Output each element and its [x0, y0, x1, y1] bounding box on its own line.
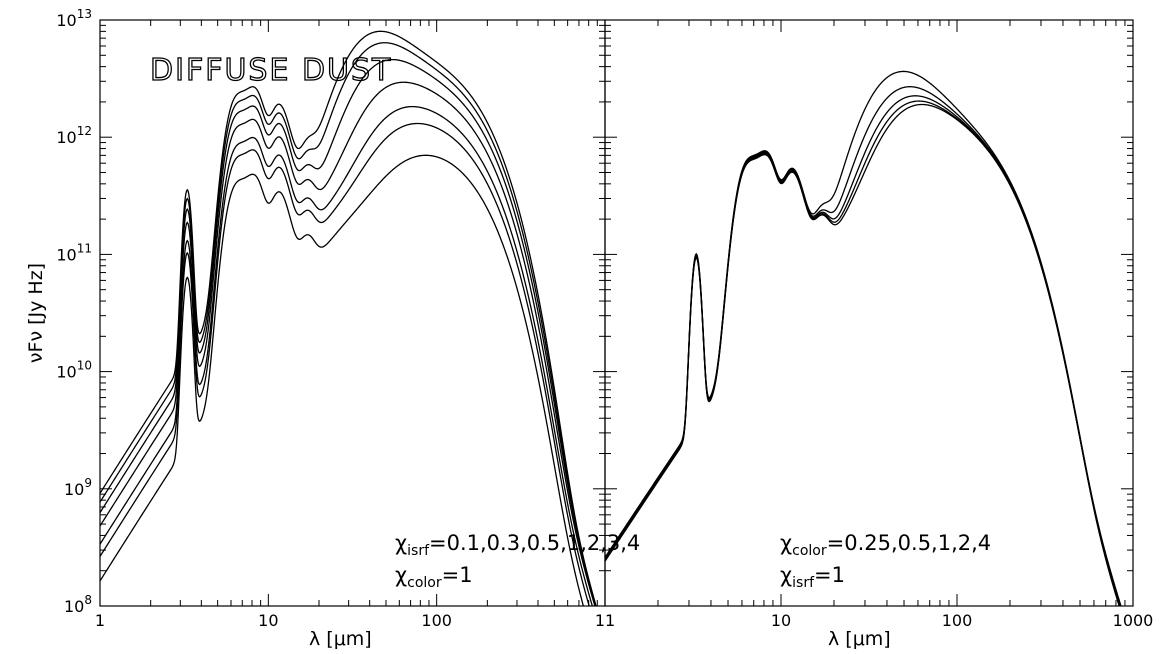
left-y-tick-labels: 108 109 1010 1011 1012 1013 — [56, 7, 92, 616]
left-y-axis-title: νFν [Jy Hz] — [25, 263, 47, 363]
spectrum-curve — [100, 30, 597, 606]
left-annotation-2: χcolor=1 — [395, 563, 473, 591]
spectrum-curve — [605, 103, 1122, 606]
spectrum-curve — [605, 95, 1121, 606]
y-tick-label: 1010 — [56, 359, 92, 382]
right-x-tick-labels: 1 10 100 1000 — [605, 611, 1153, 630]
left-panel-title: DIFFUSE DUST — [150, 53, 392, 88]
spectrum-curve — [100, 42, 597, 606]
x-tick-label: 1 — [605, 611, 615, 630]
left-panel: 108 109 1010 1011 1012 1013 1 10 100 1 DIFFUSE D… — [25, 7, 640, 650]
y-tick-label: 108 — [64, 593, 92, 616]
x-tick-label: 10 — [258, 611, 278, 630]
x-tick-label: 1 — [95, 611, 105, 630]
right-curves — [605, 70, 1122, 606]
spectrum-curve — [100, 122, 590, 606]
x-tick-label: 1000 — [1113, 611, 1154, 630]
x-tick-label: 1 — [595, 611, 605, 630]
spectrum-curve — [100, 105, 593, 606]
spectrum-curve — [605, 86, 1120, 606]
left-x-axis-title: λ [μm] — [309, 628, 372, 650]
left-ticks — [99, 19, 606, 607]
x-tick-label: 100 — [942, 611, 973, 630]
spectrum-curve — [100, 154, 585, 606]
spectrum-curve — [605, 70, 1121, 606]
y-tick-label: 109 — [64, 476, 92, 499]
spectrum-curve — [605, 100, 1121, 606]
y-tick-label: 1011 — [56, 241, 92, 264]
left-x-tick-labels: 1 10 100 1 — [95, 611, 605, 630]
spectrum-curve — [100, 81, 596, 606]
right-annotation-2: χisrf=1 — [780, 563, 845, 591]
right-plot-frame — [604, 19, 1134, 607]
x-tick-label: 100 — [421, 611, 452, 630]
y-tick-label: 1013 — [56, 7, 92, 30]
x-tick-label: 10 — [771, 611, 791, 630]
right-ticks — [604, 19, 1134, 607]
left-curves — [100, 30, 597, 606]
left-annotation-1: χisrf=0.1,0.3,0.5,1,2,3,4 — [395, 531, 640, 559]
right-x-axis-title: λ [μm] — [828, 628, 891, 650]
right-annotation-1: χcolor=0.25,0.5,1,2,4 — [780, 531, 991, 559]
y-tick-label: 1012 — [56, 124, 92, 147]
spectrum-curve — [100, 58, 597, 606]
right-panel: 1 10 100 1000 χcolor=0.25,0.5,1,2,4 χisrf=1… — [604, 19, 1153, 650]
